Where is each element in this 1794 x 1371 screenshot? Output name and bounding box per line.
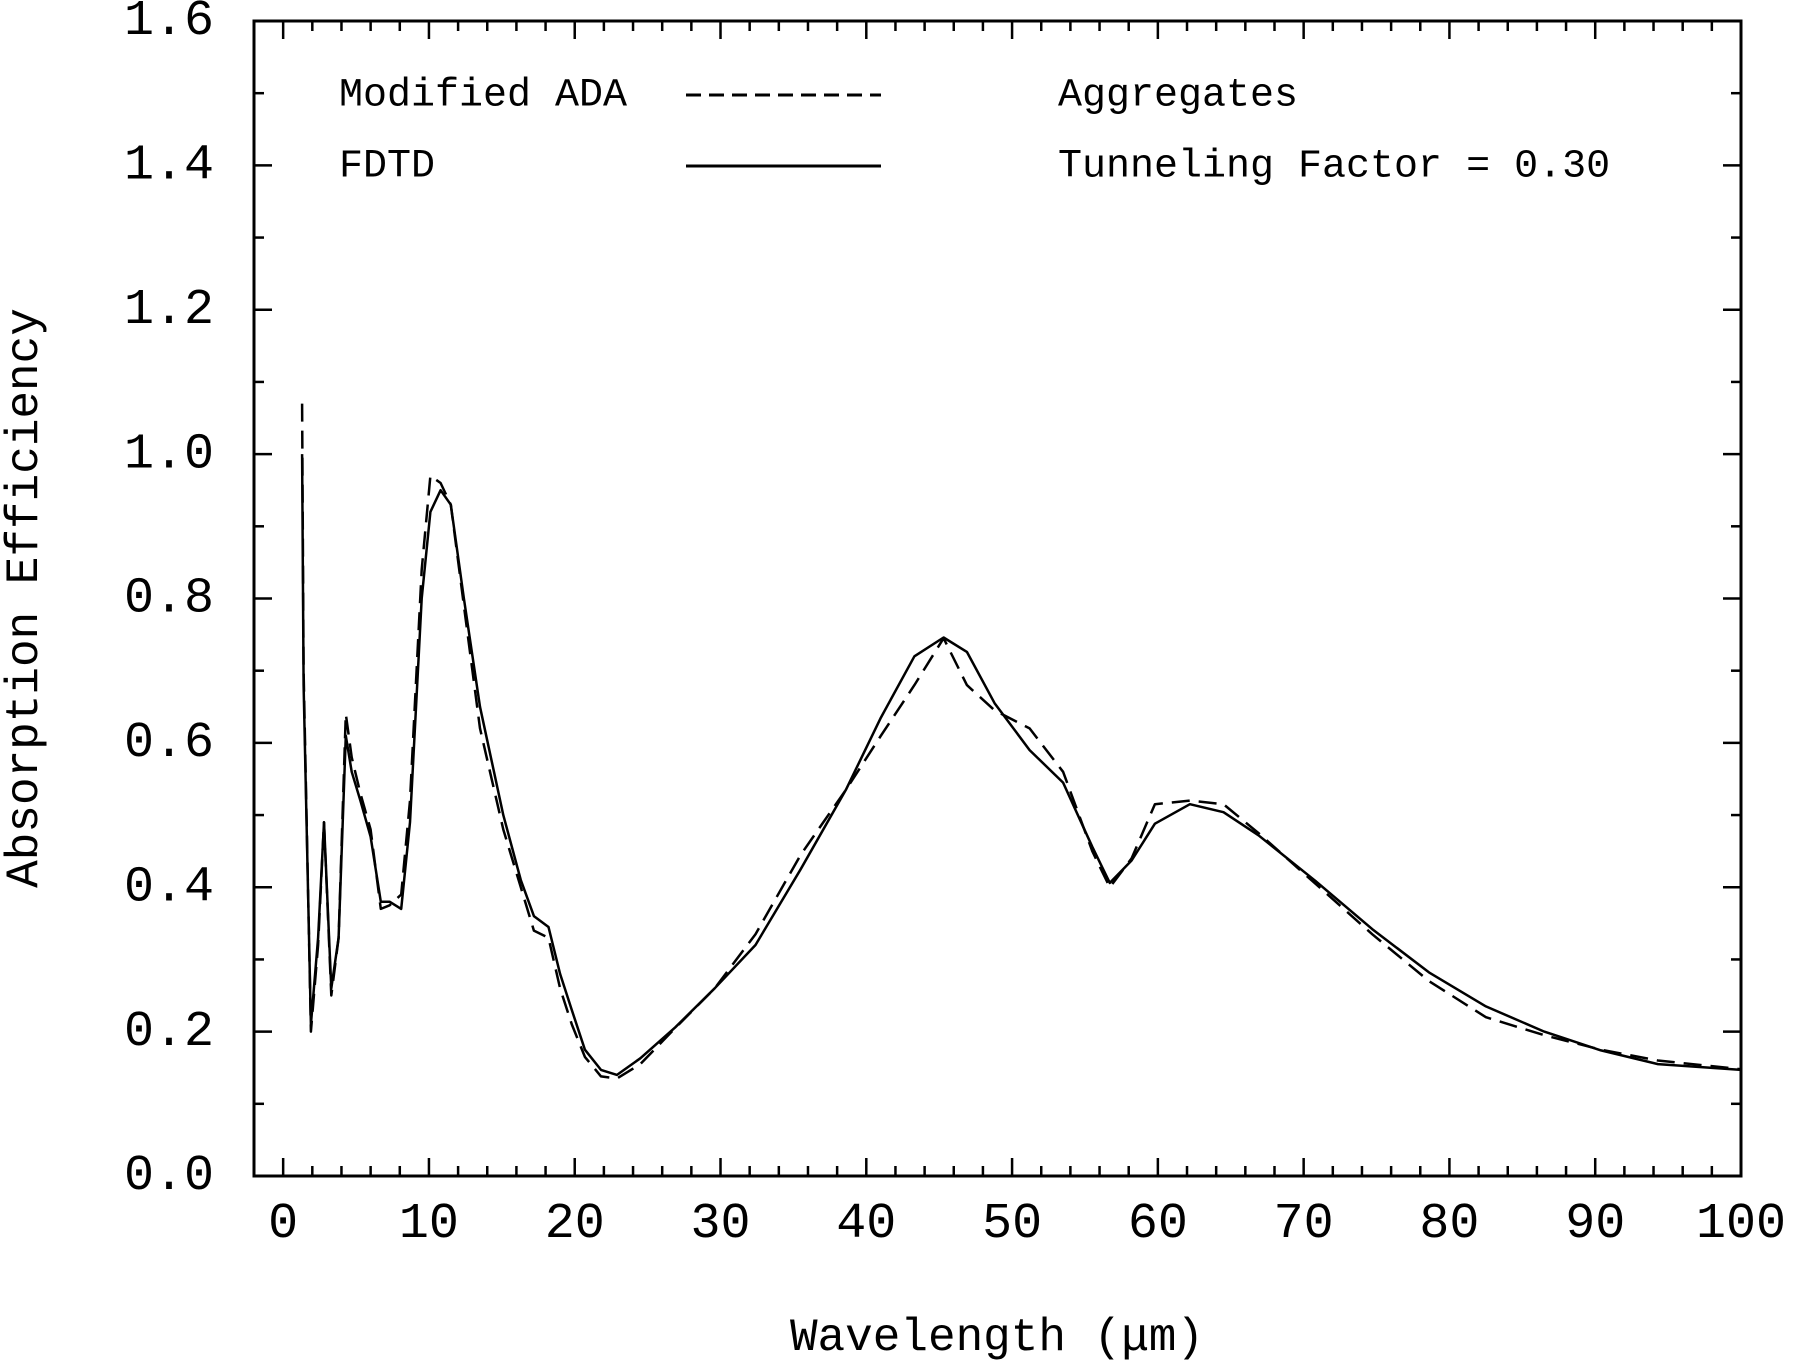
x-axis-label: Wavelength (μm) xyxy=(790,1312,1204,1364)
y-tick-label: 0.2 xyxy=(124,1004,214,1061)
y-tick-label: 1.4 xyxy=(124,138,214,195)
x-tick-label: 90 xyxy=(1565,1196,1625,1253)
x-tick-label: 0 xyxy=(268,1196,298,1253)
x-tick-label: 30 xyxy=(691,1196,751,1253)
x-tick-label: 70 xyxy=(1274,1196,1334,1253)
y-axis-label: Absorption Efficiency xyxy=(0,308,51,888)
y-tick-label: 0.0 xyxy=(124,1148,214,1205)
y-tick-label: 0.8 xyxy=(124,571,214,628)
x-tick-label: 100 xyxy=(1696,1196,1786,1253)
annotation: Tunneling Factor = 0.30 xyxy=(1058,145,1610,190)
annotation: Aggregates xyxy=(1058,74,1298,119)
legend-label: Modified ADA xyxy=(339,74,627,119)
y-tick-label: 1.6 xyxy=(124,0,214,50)
series-line xyxy=(300,403,1742,1080)
y-tick-label: 1.0 xyxy=(124,426,214,483)
y-tick-label: 0.6 xyxy=(124,715,214,772)
y-tick-label: 1.2 xyxy=(124,282,214,339)
x-tick-label: 40 xyxy=(836,1196,896,1253)
x-tick-label: 20 xyxy=(545,1196,605,1253)
series-line xyxy=(300,454,1742,1077)
legend-label: FDTD xyxy=(339,145,435,190)
plot-frame xyxy=(252,19,1743,1178)
x-tick-label: 10 xyxy=(399,1196,459,1253)
x-tick-label: 80 xyxy=(1419,1196,1479,1253)
y-tick-label: 0.4 xyxy=(124,859,214,916)
x-tick-label: 60 xyxy=(1128,1196,1188,1253)
x-tick-label: 50 xyxy=(982,1196,1042,1253)
